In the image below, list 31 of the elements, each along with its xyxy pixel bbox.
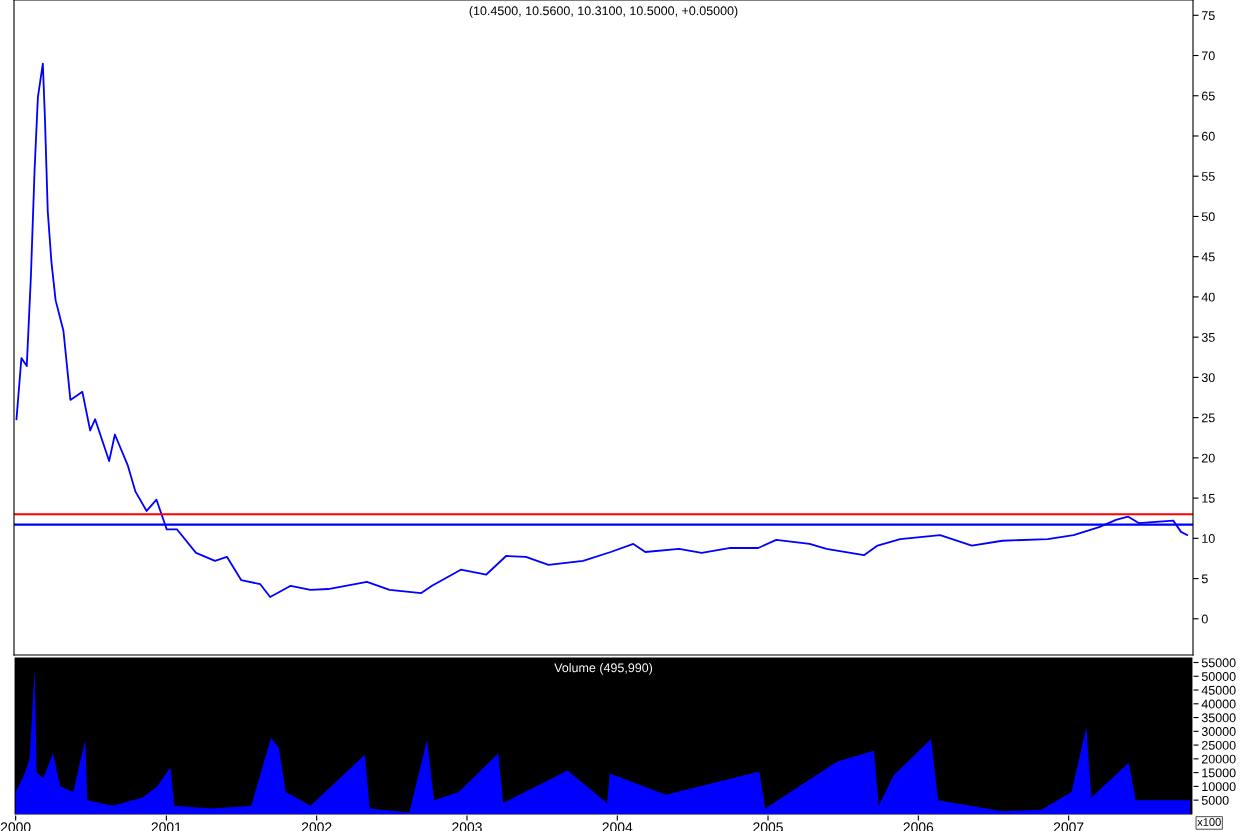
- y-tick-label: 10000: [1202, 782, 1236, 792]
- y-tick-label: 5000: [1201, 795, 1229, 805]
- y-tick-label: 65: [1201, 91, 1215, 101]
- y-tick-label: 20000: [1201, 754, 1236, 764]
- text: x100: [1197, 818, 1221, 826]
- y-tick-label: 50: [1201, 212, 1215, 222]
- chart-title: Volume (495,990): [554, 663, 653, 675]
- y-tick-label: 40000: [1201, 699, 1236, 709]
- y-tick-label: 25000: [1201, 740, 1236, 750]
- y-tick-label: 70: [1201, 51, 1215, 61]
- y-tick-label: 40: [1201, 292, 1215, 302]
- y-tick-label: 15000: [1202, 768, 1236, 778]
- y-tick-label: 0: [1201, 614, 1208, 624]
- y-tick-label: 35000: [1201, 713, 1236, 723]
- y-tick-label: 35: [1201, 332, 1215, 342]
- y-tick-label: 75: [1201, 11, 1215, 20]
- y-tick-label: 55000: [1201, 658, 1236, 668]
- line-series: [15, 62, 1189, 598]
- y-tick-label: 60: [1201, 131, 1215, 141]
- y-tick-label: 20: [1201, 453, 1215, 463]
- chart-title: (10.4500, 10.5600, 10.3100, 10.5000, +0.05000): [469, 6, 738, 18]
- y-tick-label: 55: [1201, 172, 1215, 181]
- y-tick-label: 25: [1201, 413, 1215, 423]
- y-tick-label: 15: [1202, 494, 1215, 503]
- y-tick-label: 5: [1201, 574, 1208, 584]
- y-tick-label: 30000: [1201, 727, 1236, 736]
- y-tick-label: 10: [1202, 534, 1215, 543]
- y-tick-label: 30: [1201, 373, 1215, 383]
- y-tick-label: 45: [1201, 252, 1215, 262]
- y-tick-label: 45000: [1201, 685, 1236, 695]
- y-tick-label: 50000: [1201, 672, 1236, 681]
